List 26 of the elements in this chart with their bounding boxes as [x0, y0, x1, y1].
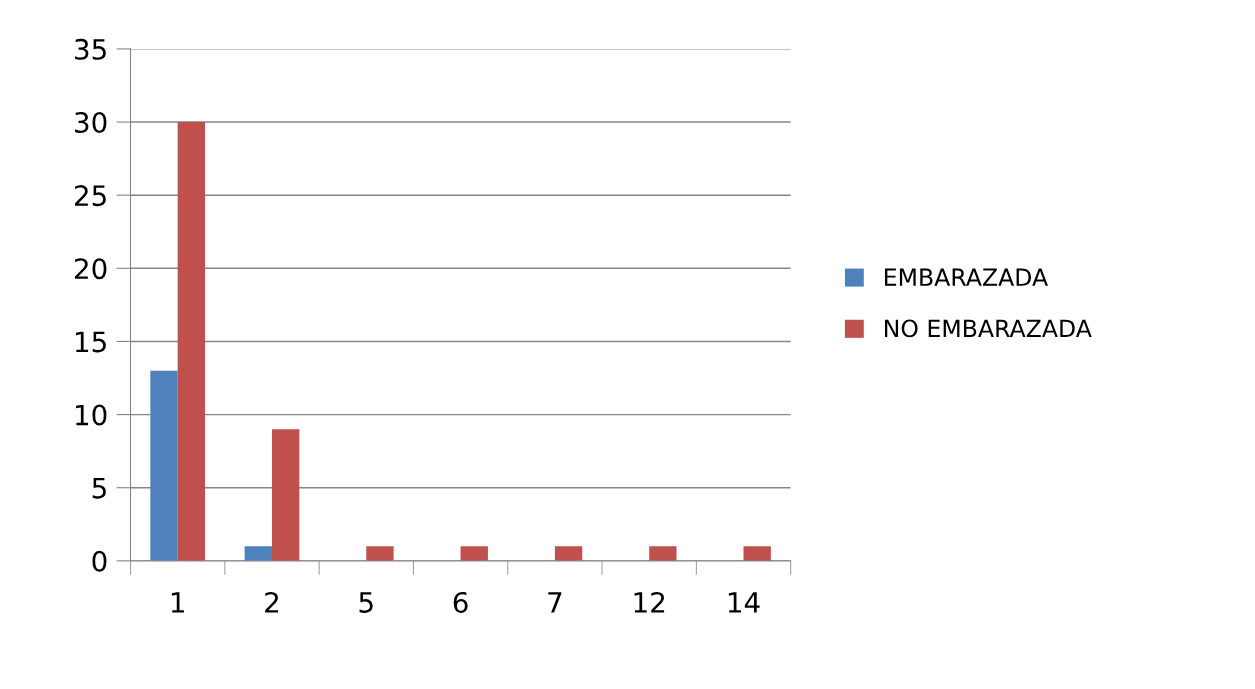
- y-tick-label: 0: [92, 550, 107, 572]
- bar: [177, 122, 206, 561]
- y-tick-label: 5: [92, 478, 106, 499]
- bar: [649, 546, 677, 561]
- bar: [366, 546, 394, 561]
- bar: [150, 370, 178, 561]
- bar: [460, 546, 488, 561]
- y-tick-label: 30: [75, 111, 107, 133]
- x-tick-label: 1: [171, 592, 184, 613]
- x-tick-label: 14: [728, 592, 760, 613]
- bar: [244, 546, 272, 561]
- y-tick-label: 10: [76, 404, 107, 426]
- y-tick-label: 35: [75, 38, 106, 60]
- x-tick-label: 5: [359, 592, 373, 613]
- bar: [271, 429, 300, 561]
- x-tick-label: 2: [265, 591, 279, 613]
- x-tick-label: 12: [634, 591, 665, 613]
- bar: [743, 546, 771, 561]
- legend-label: NO EMBARAZADA: [885, 319, 1092, 338]
- legend-label: EMBARAZADA: [885, 268, 1048, 286]
- y-tick-label: 25: [74, 185, 106, 207]
- x-tick-label: 7: [548, 592, 562, 613]
- y-tick-label: 15: [76, 331, 106, 353]
- bar: [554, 546, 583, 561]
- x-tick-label: 6: [453, 591, 468, 613]
- y-tick-label: 20: [74, 258, 107, 280]
